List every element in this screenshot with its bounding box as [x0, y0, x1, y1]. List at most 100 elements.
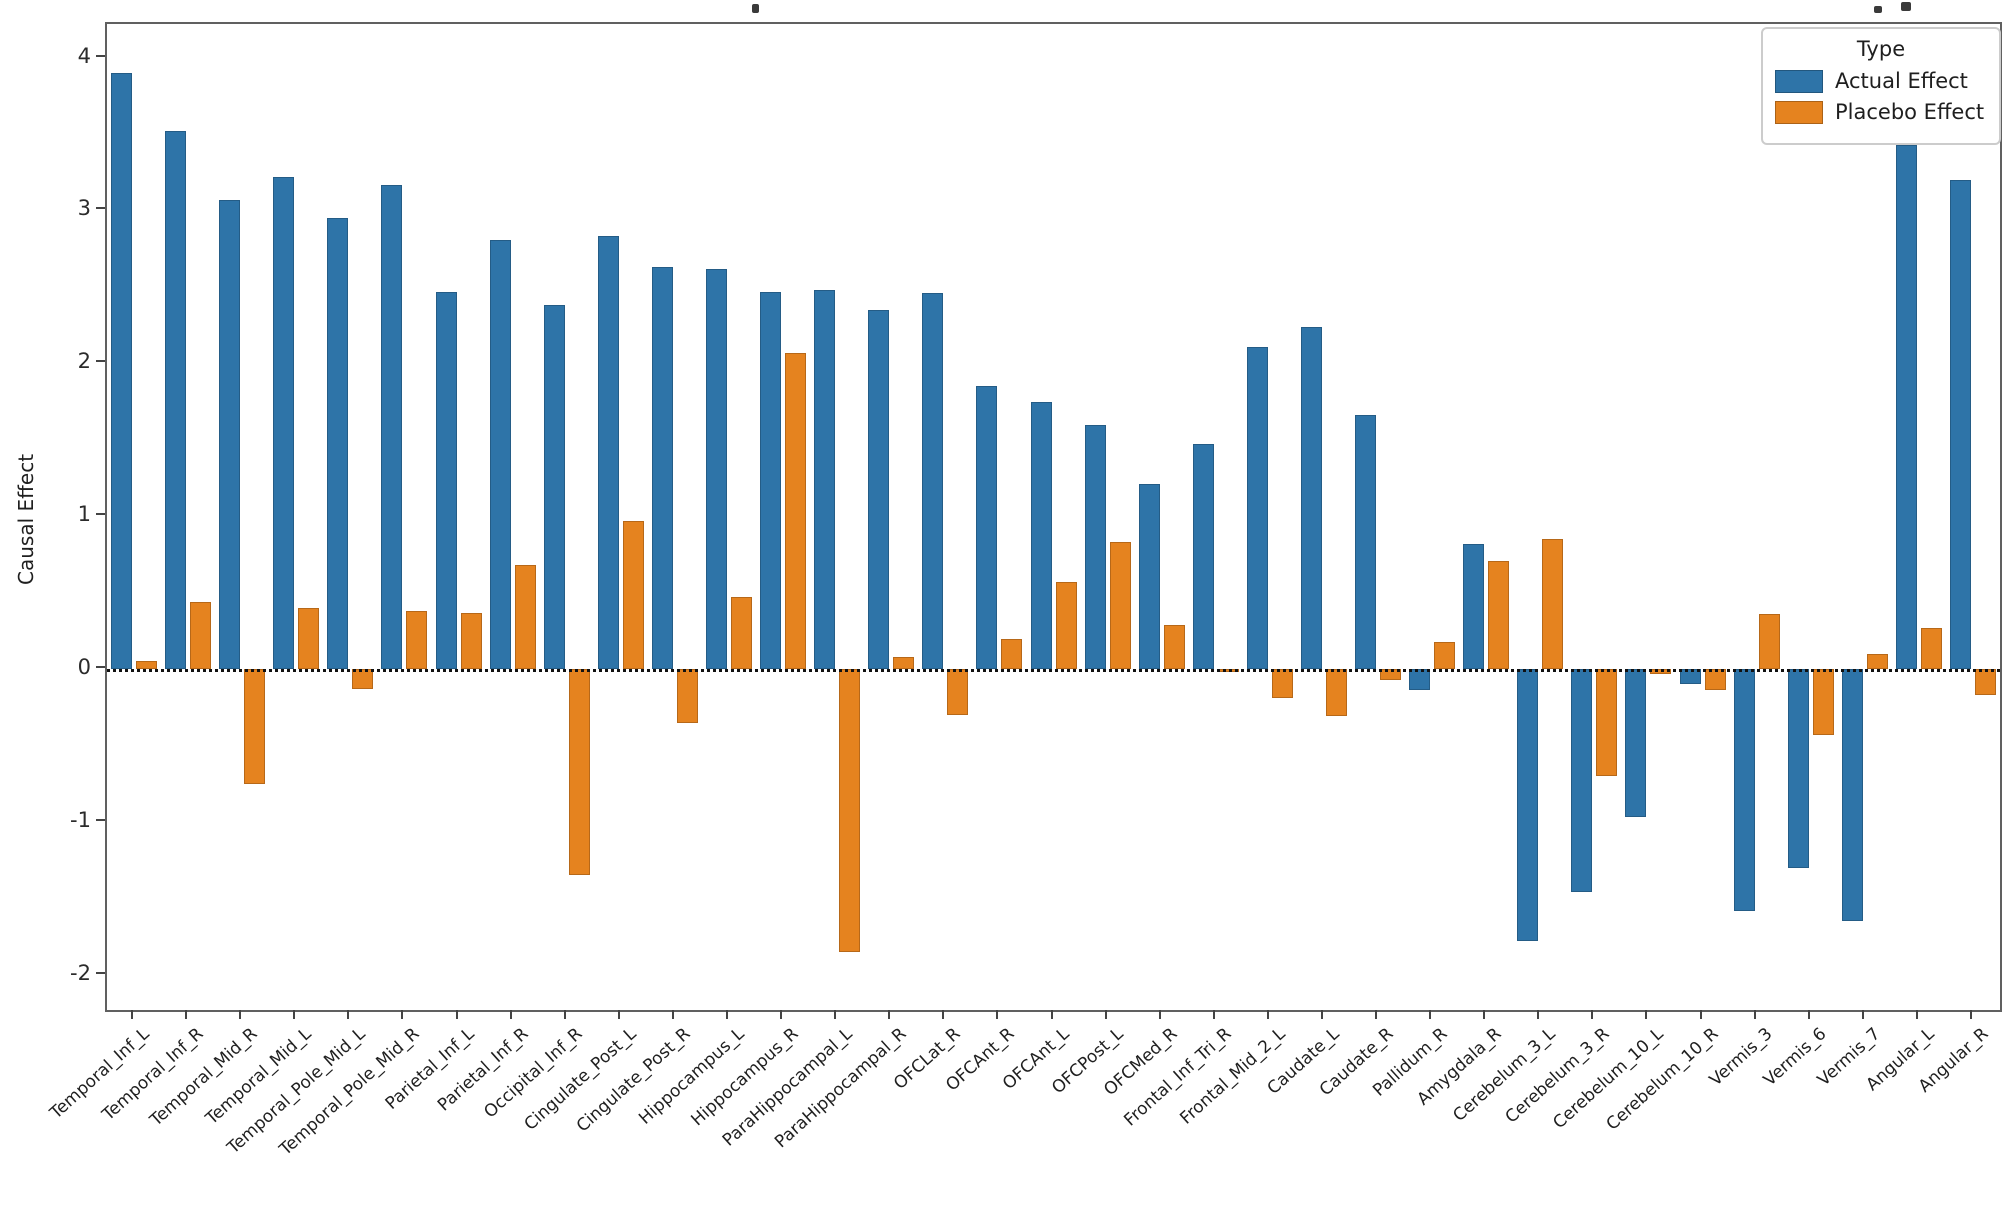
bar-actual-effect	[1463, 543, 1485, 670]
x-tick-mark	[1591, 1010, 1594, 1019]
x-tick-mark	[780, 1010, 783, 1019]
bar-actual-effect	[1300, 326, 1322, 670]
x-tick-mark	[1320, 1010, 1323, 1019]
bar-actual-effect	[1246, 346, 1268, 670]
bar-placebo-effect	[1109, 542, 1131, 670]
x-tick-mark	[131, 1010, 134, 1019]
bar-actual-effect	[219, 199, 241, 670]
bar-actual-effect	[1949, 179, 1971, 670]
x-tick-mark	[563, 1010, 566, 1019]
bar-placebo-effect	[1271, 669, 1293, 699]
bar-actual-effect	[760, 291, 782, 670]
y-tick-label: 3	[77, 196, 91, 221]
bar-placebo-effect	[622, 520, 644, 670]
bar-actual-effect	[1355, 415, 1376, 670]
bar-placebo-effect	[136, 661, 158, 670]
bar-actual-effect	[1733, 669, 1755, 911]
bar-placebo-effect	[1974, 669, 1996, 696]
bar-actual-effect	[165, 131, 187, 670]
bar-placebo-effect	[568, 669, 590, 876]
bar-placebo-effect	[893, 656, 915, 670]
bar-actual-effect	[868, 309, 890, 670]
bar-placebo-effect	[1596, 669, 1618, 777]
y-tick-mark	[96, 513, 105, 516]
bar-placebo-effect	[1920, 627, 1942, 670]
bar-actual-effect	[1841, 669, 1863, 922]
x-tick-mark	[1915, 1010, 1918, 1019]
bar-actual-effect	[1787, 669, 1809, 868]
legend: Type Actual Effect Placebo Effect	[1761, 27, 2001, 145]
bar-placebo-effect	[1542, 539, 1564, 670]
y-tick-mark	[96, 971, 105, 974]
bar-actual-effect	[976, 386, 998, 670]
bar-placebo-effect	[839, 669, 861, 952]
x-tick-mark	[1969, 1010, 1972, 1019]
bar-actual-effect	[1084, 424, 1106, 670]
bar-actual-effect	[1517, 669, 1539, 942]
legend-entry-placebo: Placebo Effect	[1775, 100, 1987, 124]
y-tick-mark	[96, 54, 105, 57]
bar-placebo-effect	[676, 669, 698, 723]
x-tick-mark	[293, 1010, 296, 1019]
cropped-title-fragment	[1874, 6, 1882, 13]
bar-actual-effect	[1895, 144, 1917, 670]
bar-placebo-effect	[1812, 669, 1834, 735]
x-tick-mark	[1429, 1010, 1432, 1019]
bar-placebo-effect	[298, 607, 320, 670]
legend-title: Type	[1856, 37, 1906, 61]
x-tick-mark	[671, 1010, 674, 1019]
bar-placebo-effect	[406, 611, 428, 670]
x-tick-mark	[347, 1010, 350, 1019]
x-tick-mark	[1104, 1010, 1107, 1019]
y-tick-label: -1	[70, 807, 91, 832]
bar-placebo-effect	[460, 612, 482, 670]
bar-placebo-effect	[1488, 560, 1510, 670]
x-tick-mark	[185, 1010, 188, 1019]
bar-placebo-effect	[785, 352, 807, 670]
x-tick-mark	[725, 1010, 728, 1019]
x-tick-mark	[509, 1010, 512, 1019]
x-tick-mark	[455, 1010, 458, 1019]
y-tick-label: 4	[77, 43, 91, 68]
bar-placebo-effect	[1704, 669, 1726, 691]
y-tick-mark	[96, 360, 105, 363]
bar-placebo-effect	[730, 597, 752, 670]
x-tick-mark	[1158, 1010, 1161, 1019]
bar-actual-effect	[1192, 444, 1214, 670]
y-tick-mark	[96, 818, 105, 821]
y-tick-mark	[96, 666, 105, 669]
y-tick-label: -2	[70, 960, 91, 985]
bar-placebo-effect	[947, 669, 969, 715]
x-tick-mark	[1861, 1010, 1864, 1019]
bar-actual-effect	[814, 289, 836, 670]
bar-actual-effect	[922, 293, 944, 670]
x-tick-mark	[1753, 1010, 1756, 1019]
bar-actual-effect	[273, 176, 295, 670]
bar-placebo-effect	[1866, 653, 1888, 670]
x-tick-mark	[834, 1010, 837, 1019]
y-tick-mark	[96, 207, 105, 210]
x-tick-mark	[996, 1010, 999, 1019]
x-tick-mark	[1483, 1010, 1486, 1019]
bar-placebo-effect	[1325, 669, 1347, 717]
bar-actual-effect	[1030, 401, 1052, 670]
bar-actual-effect	[705, 268, 727, 670]
bar-placebo-effect	[1001, 638, 1023, 670]
bar-actual-effect	[1625, 669, 1647, 818]
x-tick-mark	[239, 1010, 242, 1019]
x-tick-mark	[1537, 1010, 1540, 1019]
bar-actual-effect	[1138, 484, 1160, 670]
x-tick-mark	[401, 1010, 404, 1019]
y-tick-label: 0	[77, 655, 91, 680]
bar-placebo-effect	[514, 565, 536, 670]
bar-actual-effect	[435, 291, 457, 670]
x-tick-mark	[888, 1010, 891, 1019]
y-tick-label: 2	[77, 349, 91, 374]
x-tick-mark	[617, 1010, 620, 1019]
bar-actual-effect	[489, 239, 511, 670]
x-tick-mark	[1212, 1010, 1215, 1019]
placebo-effect-swatch	[1775, 100, 1823, 124]
y-tick-label: 1	[77, 502, 91, 527]
cropped-title-fragment	[1901, 2, 1911, 11]
